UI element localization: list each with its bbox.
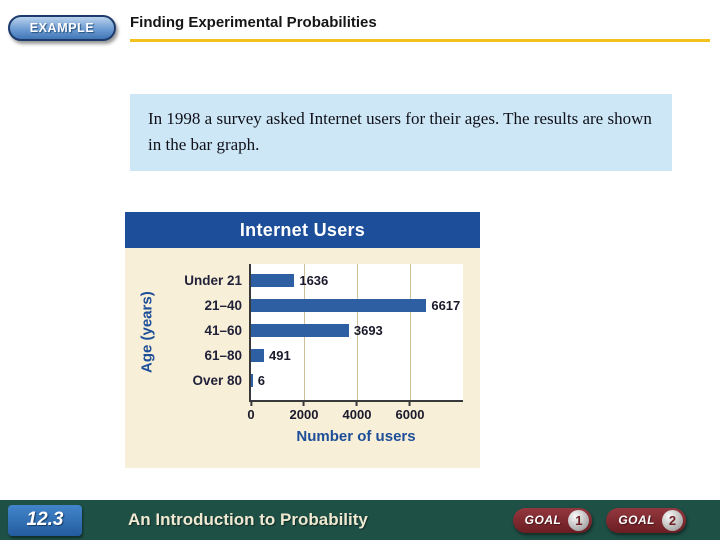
section-title: An Introduction to Probability	[128, 510, 368, 529]
category-label-column: Under 21 21–40 41–60 61–80 Over 80	[159, 268, 249, 393]
chart-x-axis-label: Number of users	[296, 428, 416, 445]
section-number: 12.3	[26, 509, 64, 530]
title-underline	[130, 39, 710, 42]
x-tick-mark	[408, 402, 411, 406]
x-tick: 4000	[342, 402, 372, 422]
footer-bar: 12.3 An Introduction to Probability GOAL…	[0, 500, 720, 540]
x-tick-mark	[302, 402, 305, 406]
example-badge: EXAMPLE	[8, 15, 116, 41]
goal-1-label: GOAL	[524, 513, 562, 527]
bar	[251, 349, 264, 362]
gridline	[357, 264, 358, 400]
plot-column: 1636 6617 3693 491 6 0 2000 4000 6000 Number of…	[247, 264, 463, 445]
goal-2-number: 2	[662, 509, 683, 531]
gridline	[410, 264, 411, 400]
bar-value-label: 6	[257, 373, 265, 388]
chart-y-axis-label: Age (years)	[138, 291, 156, 373]
example-badge-label: EXAMPLE	[29, 21, 95, 35]
x-tick: 0	[247, 402, 255, 422]
bar-value-label: 491	[269, 348, 291, 363]
x-tick-mark	[249, 402, 252, 406]
x-tick-label: 0	[247, 407, 255, 422]
bar	[251, 299, 427, 312]
x-tick: 2000	[289, 402, 319, 422]
x-tick-label: 4000	[342, 407, 372, 422]
category-label: 21–40	[204, 298, 242, 313]
page-title: Finding Experimental Probabilities	[130, 14, 377, 31]
goal-1-button[interactable]: GOAL 1	[512, 507, 593, 533]
bar-value-label: 1636	[299, 273, 329, 288]
prompt-box: In 1998 a survey asked Internet users fo…	[130, 94, 672, 171]
goal-buttons: GOAL 1 GOAL 2	[512, 507, 686, 533]
category-label: Over 80	[192, 373, 242, 388]
goal-2-label: GOAL	[618, 513, 655, 527]
x-tick: 6000	[395, 402, 425, 422]
x-axis-ticks: 0 2000 4000 6000	[247, 402, 463, 426]
category-label: 61–80	[204, 348, 242, 363]
category-label: Under 21	[184, 273, 242, 288]
chart-title: Internet Users	[125, 212, 480, 248]
category-label: 41–60	[204, 323, 242, 338]
plot-area: 1636 6617 3693 491 6	[249, 264, 463, 402]
bar	[251, 324, 349, 337]
bar-value-label: 6617	[431, 298, 461, 313]
bar	[251, 274, 295, 287]
bar	[251, 374, 253, 387]
x-tick-label: 2000	[289, 407, 319, 422]
section-number-badge: 12.3	[8, 504, 82, 536]
x-tick-label: 6000	[395, 407, 425, 422]
x-tick-mark	[355, 402, 358, 406]
chart-body: Age (years) Under 21 21–40 41–60 61–80 Over …	[125, 248, 480, 445]
goal-1-number: 1	[568, 509, 590, 531]
bar-value-label: 3693	[353, 323, 383, 338]
bar-chart: Internet Users Age (years) Under 21 21–40…	[125, 212, 480, 468]
prompt-text: In 1998 a survey asked Internet users fo…	[148, 109, 652, 155]
goal-2-button[interactable]: GOAL 2	[606, 507, 686, 533]
